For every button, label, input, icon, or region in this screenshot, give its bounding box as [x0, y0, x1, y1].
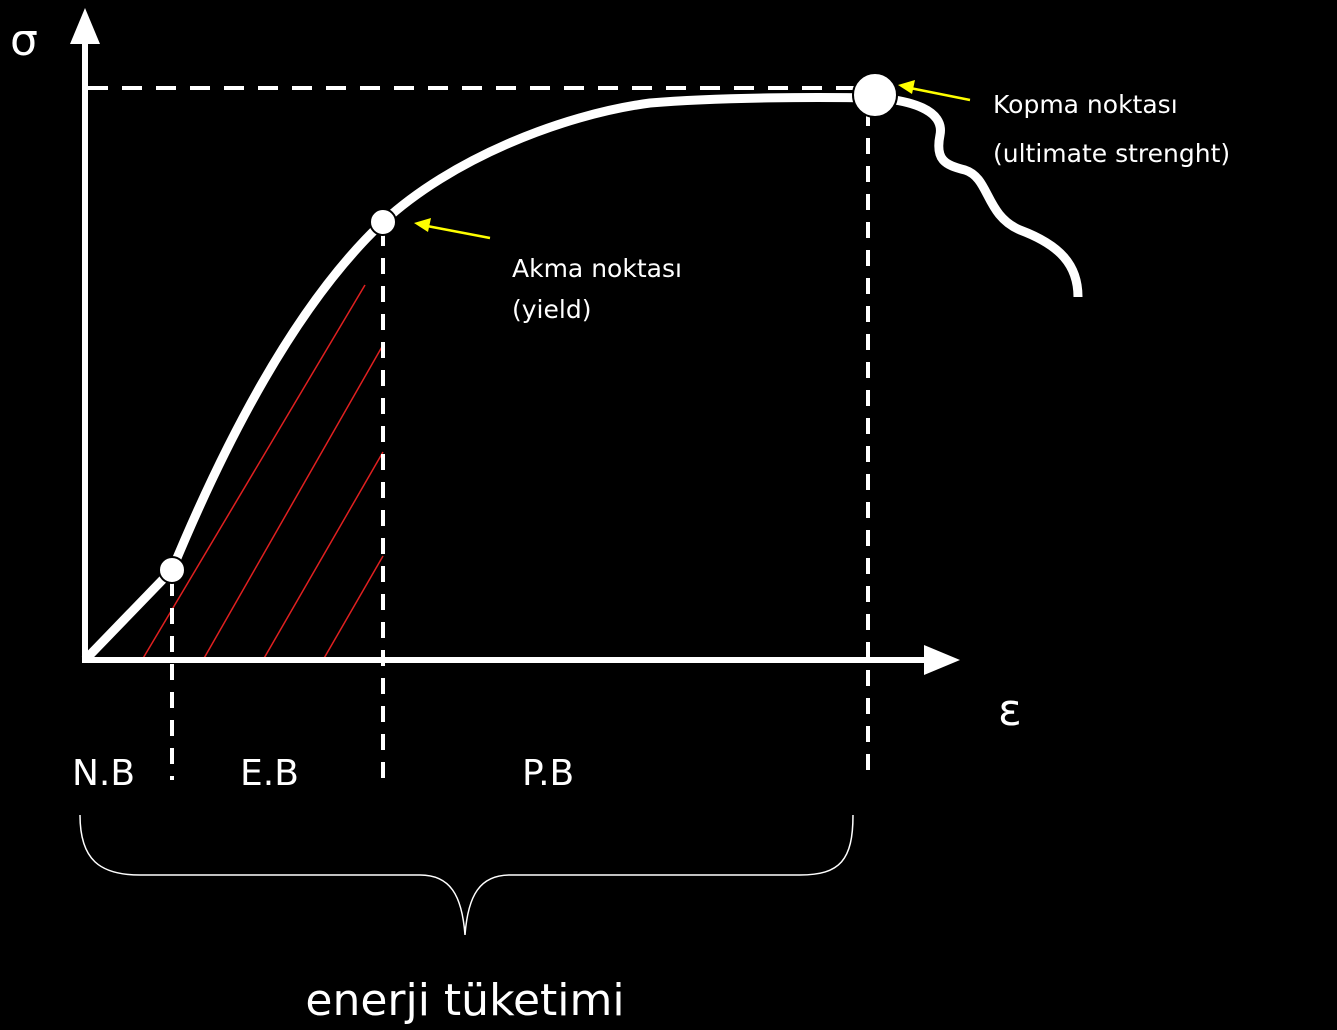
- yield-label: Akma noktası: [512, 254, 682, 283]
- brace: [79, 814, 854, 936]
- stress-strain-curve: [81, 93, 1083, 664]
- proportional-point: [158, 556, 186, 584]
- y-axis-label: σ: [10, 15, 38, 66]
- yield-point: [369, 208, 397, 236]
- yield-sublabel: (yield): [512, 295, 591, 324]
- ultimate-sublabel: (ultimate strenght): [993, 139, 1230, 168]
- region-label: P.B: [522, 753, 574, 794]
- hatching: [141, 284, 384, 661]
- region-label: N.B: [72, 753, 135, 794]
- guides: [88, 86, 870, 780]
- ultimate-point: [852, 72, 898, 118]
- region-label: E.B: [240, 753, 299, 794]
- axes: [70, 8, 960, 675]
- ultimate-label: Kopma noktası: [993, 90, 1178, 119]
- pointer-arrows: [414, 80, 971, 240]
- x-axis-label: ε: [998, 685, 1022, 736]
- brace-label: enerji tüketimi: [305, 975, 624, 1026]
